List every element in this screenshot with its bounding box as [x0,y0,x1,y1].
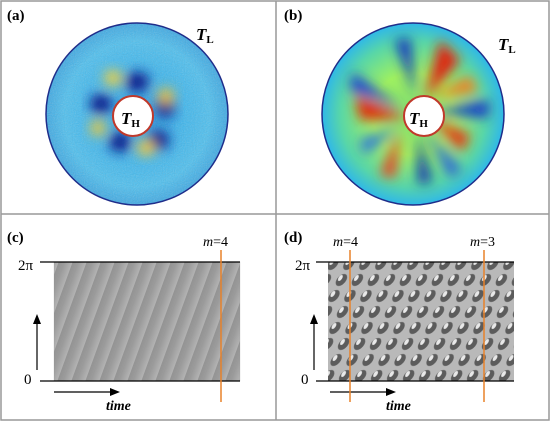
panel-d: (d) 2π 0 time m=4 m=3 [284,230,514,414]
x-label-d: time [386,399,411,414]
inner-label-a: TH [121,109,140,130]
marker-label-d-2: m=3 [470,235,495,250]
spacetime-plot-d [328,262,514,381]
panel-c: (c) 2π 0 time m=4 [7,230,241,414]
y-bottom-label-c: 0 [24,372,32,388]
inner-cylinder-b [403,95,445,137]
y-top-label-c: 2π [18,258,34,274]
panel-a: (a) TH TL [7,8,229,206]
marker-label-c: m=4 [203,235,228,250]
panel-b: (b) TH TL [284,8,516,206]
outer-label-a: TL [196,25,214,46]
panel-b-label: (b) [284,8,302,24]
outer-boundary-b [321,22,505,206]
outer-label-b: TL [498,35,516,56]
y-bottom-label-d: 0 [301,372,309,388]
outer-boundary-a [45,22,229,206]
y-top-label-d: 2π [295,258,311,274]
panel-d-label: (d) [284,230,302,246]
panel-c-label: (c) [7,230,24,246]
marker-label-d-1: m=4 [333,235,358,250]
panel-a-label: (a) [7,8,25,24]
inner-label-b: TH [409,109,428,130]
spacetime-plot-c [54,262,240,381]
inner-cylinder-a [112,95,154,137]
x-label-c: time [106,399,131,414]
